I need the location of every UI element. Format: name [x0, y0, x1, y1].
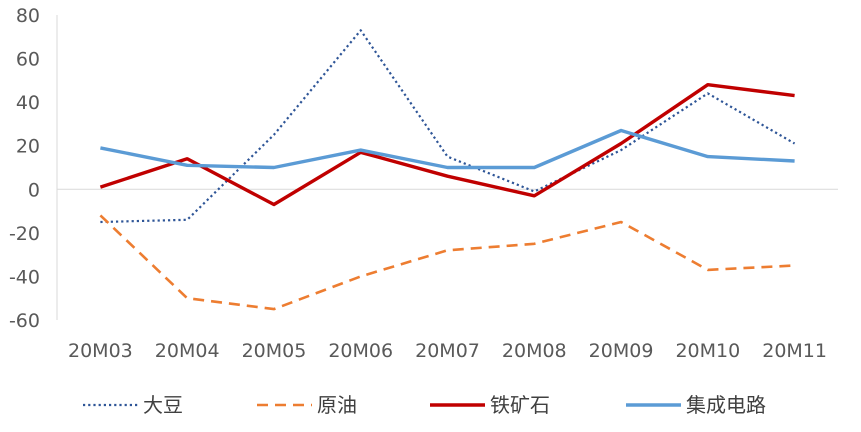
- series-layer: [99, 29, 796, 311]
- x-tick-label: 20M06: [328, 340, 393, 362]
- x-tick-label: 20M08: [502, 340, 567, 362]
- x-tick-label: 20M11: [762, 340, 827, 362]
- x-tick-label: 20M05: [242, 340, 307, 362]
- y-tick-label: 80: [16, 5, 40, 27]
- y-tick-label: -40: [9, 266, 40, 288]
- x-tick-label: 20M03: [68, 340, 133, 362]
- y-tick-label: -60: [9, 310, 40, 332]
- y-axis-ticks: -60 -40 -20 0 20 40 60 80: [9, 5, 40, 332]
- legend-label: 集成电路: [686, 393, 766, 417]
- series-line-2: [99, 214, 795, 311]
- y-tick-label: 60: [16, 49, 40, 71]
- axes: [56, 15, 838, 320]
- y-tick-label: 40: [16, 92, 40, 114]
- series-line-1: [100, 29, 796, 224]
- legend-label: 大豆: [143, 393, 183, 417]
- series-line-3: [99, 82, 795, 207]
- legend: 大豆 原油 铁矿石 集成电路: [83, 393, 766, 417]
- y-tick-label: 0: [28, 179, 40, 201]
- y-tick-label: -20: [9, 223, 40, 245]
- x-tick-label: 20M04: [155, 340, 220, 362]
- y-tick-label: 20: [16, 136, 40, 158]
- x-tick-label: 20M09: [589, 340, 654, 362]
- series-line-4: [100, 128, 795, 170]
- legend-label: 铁矿石: [490, 393, 550, 417]
- x-axis-ticks: 20M03 20M04 20M05 20M06 20M07 20M08 20M09 20M10…: [68, 340, 827, 362]
- legend-label: 原油: [317, 393, 357, 417]
- x-tick-label: 20M07: [415, 340, 480, 362]
- x-tick-label: 20M10: [675, 340, 740, 362]
